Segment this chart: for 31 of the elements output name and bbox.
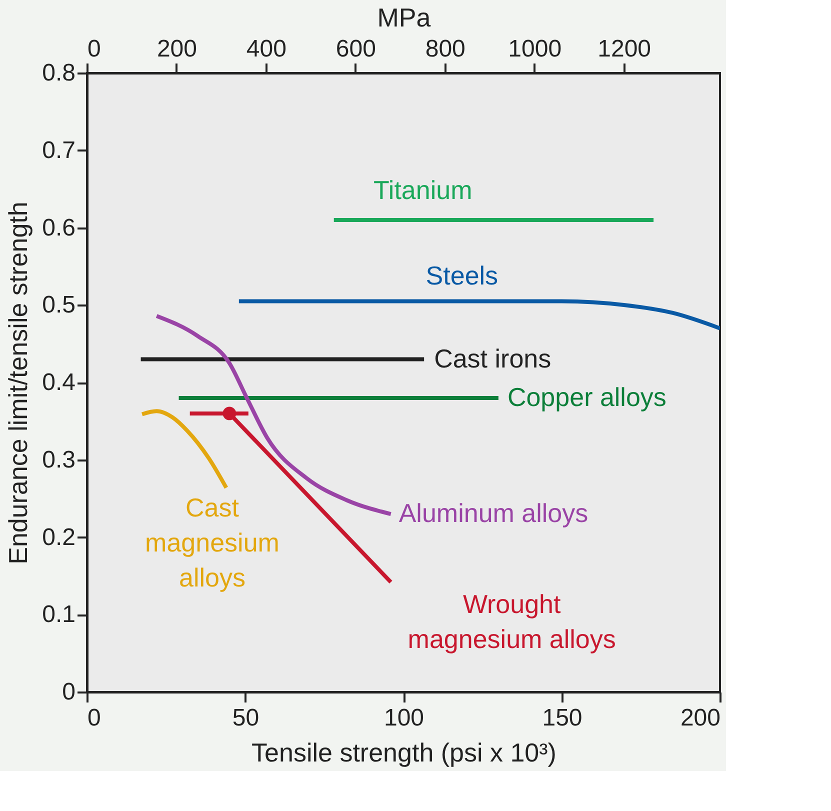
x-tick-label: 0 — [88, 704, 101, 732]
y-tick-label: 0 — [62, 678, 76, 706]
x-axis-title: Tensile strength (psi x 10³) — [252, 738, 556, 768]
series-label: Wrought magnesium alloys — [408, 589, 616, 654]
y-axis-title: Endurance limit/tensile strength — [3, 202, 34, 564]
series-label: Aluminum alloys — [398, 498, 588, 528]
y-tick-label: 0.4 — [42, 369, 76, 396]
series-label: Cast irons — [434, 343, 552, 374]
series-label: Titanium — [374, 175, 472, 206]
x2-tick-label: 800 — [425, 36, 466, 62]
x2-tick-label: 1200 — [598, 36, 652, 62]
x2-tick-label: 600 — [336, 36, 376, 62]
x2-axis-title: MPa — [377, 2, 432, 32]
y-tick-label: 0.3 — [42, 446, 76, 474]
y-tick-label: 0.8 — [42, 60, 76, 86]
x2-tick-label: 1000 — [508, 36, 562, 62]
x-tick-label: 150 — [542, 704, 582, 732]
x2-tick-label: 0 — [88, 36, 101, 62]
y-tick-label: 0.5 — [42, 292, 76, 319]
x-tick-label: 100 — [384, 704, 424, 732]
series-label: Copper alloys — [507, 382, 666, 412]
x-tick-label: 50 — [232, 704, 260, 732]
text: Cast magnesium alloys — [145, 492, 280, 593]
series-label: Steels — [426, 260, 498, 290]
y-tick-label: 0.7 — [42, 136, 76, 164]
y-tick-label: 0.1 — [42, 601, 76, 628]
x2-tick-label: 200 — [156, 36, 197, 62]
y-tick-label: 0.2 — [42, 524, 76, 551]
x-tick-label: 200 — [680, 704, 720, 732]
y-tick-label: 0.6 — [42, 214, 76, 242]
x2-tick-label: 400 — [246, 36, 286, 62]
